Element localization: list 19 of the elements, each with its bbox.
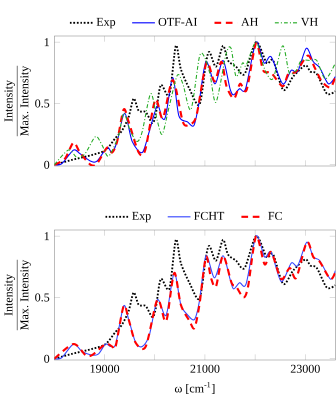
y-tick-label: 0 (44, 354, 50, 363)
y-axis-title: $\frac{\mathrm{Intensity}}{\mathrm{Max.\ Intensity}}$ (4, 260, 31, 330)
legend-label: FCHT (194, 212, 224, 220)
y-tick-label: 0 (44, 160, 50, 169)
legend-label: OTF-AI (158, 18, 197, 26)
y-axis-title: $\frac{\mathrm{Intensity}}{\mathrm{Max.\ Intensity}}$ (4, 66, 31, 136)
y-tick-label: 0.5 (34, 293, 50, 302)
legend-label: FC (268, 212, 282, 220)
y-tick-label: 1 (44, 232, 49, 240)
legend-label: VH (300, 18, 318, 26)
x-tick-label: 23000 (290, 364, 320, 373)
x-tick-label: 21000 (190, 364, 220, 373)
y-tick-label: 1 (44, 38, 49, 46)
x-tick-label: 19000 (90, 364, 119, 373)
x-axis-title: ω [cm$^{-1}$] (174, 382, 214, 394)
legend-label: Exp (96, 18, 115, 28)
legend-label: AH (240, 18, 258, 26)
legend-label: Exp (132, 212, 151, 222)
y-tick-label: 0.5 (34, 99, 50, 108)
